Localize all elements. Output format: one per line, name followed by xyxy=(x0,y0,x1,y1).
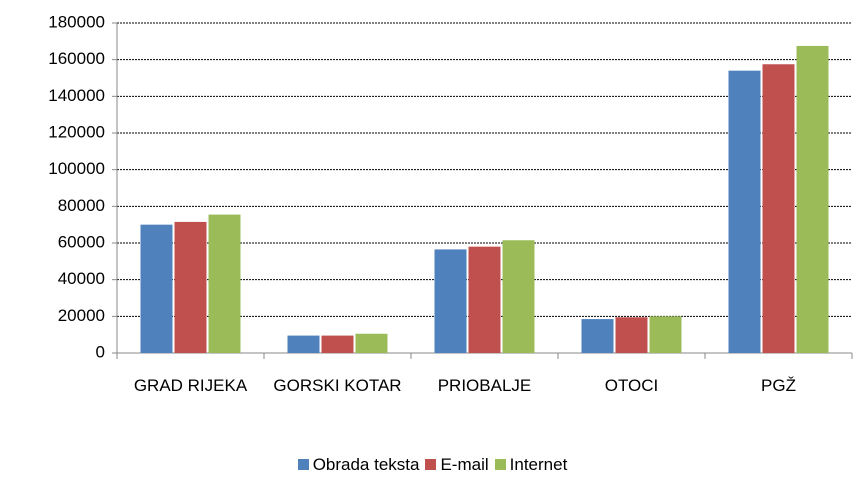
x-tick-label: PRIOBALJE xyxy=(437,376,532,395)
y-tick-label: 80000 xyxy=(58,196,105,215)
y-tick-label: 40000 xyxy=(58,269,105,288)
bar xyxy=(140,224,173,353)
y-tick-label: 120000 xyxy=(48,122,105,141)
bar xyxy=(649,316,682,353)
legend-label: E-mail xyxy=(440,455,489,474)
y-tick-label: 60000 xyxy=(58,232,105,251)
bar xyxy=(434,249,467,353)
bar xyxy=(728,70,761,354)
legend-item: E-mail xyxy=(425,455,489,475)
legend-item: Internet xyxy=(494,455,568,475)
y-tick-label: 160000 xyxy=(48,49,105,68)
bar xyxy=(615,317,648,353)
x-tick-label: OTOCI xyxy=(604,376,659,395)
y-tick-label: 140000 xyxy=(48,86,105,105)
bar xyxy=(581,319,614,353)
legend-label: Internet xyxy=(509,455,568,474)
y-tick-label: 20000 xyxy=(58,306,105,325)
legend-swatch xyxy=(297,459,309,470)
x-tick-label: GORSKI KOTAR xyxy=(273,376,402,395)
bar xyxy=(468,246,501,353)
bar xyxy=(174,221,207,353)
legend-swatch xyxy=(494,459,506,470)
y-tick-label: 0 xyxy=(96,342,105,361)
x-tick-label: PGŽ xyxy=(761,376,796,395)
y-tick-label: 180000 xyxy=(48,12,105,31)
bar xyxy=(762,64,795,353)
bar xyxy=(502,240,535,353)
bar xyxy=(796,45,829,354)
legend-swatch xyxy=(425,459,437,470)
y-tick-label: 100000 xyxy=(48,159,105,178)
legend-label: Obrada teksta xyxy=(312,455,420,474)
legend: Obrada teksta E-mail Internet xyxy=(0,455,865,475)
bar xyxy=(287,335,320,353)
bar xyxy=(355,333,388,353)
x-tick-label: GRAD RIJEKA xyxy=(133,376,248,395)
bar xyxy=(208,214,241,353)
legend-item: Obrada teksta xyxy=(297,455,420,475)
bar xyxy=(321,335,354,353)
